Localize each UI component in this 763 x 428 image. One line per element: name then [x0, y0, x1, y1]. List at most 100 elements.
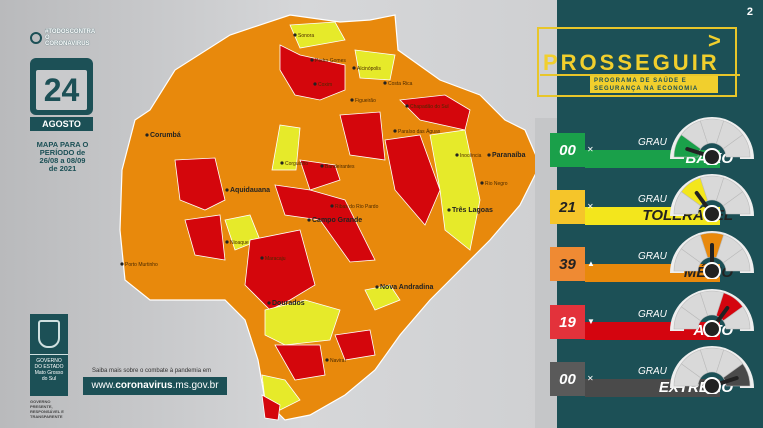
government-motto: GOVERNO PRESENTE, RESPONSÁVEL E TRANSPAR…	[30, 399, 64, 419]
calendar-month: AGOSTO	[30, 117, 93, 131]
region-toleravel	[429, 129, 481, 251]
page-number: 2	[746, 6, 753, 18]
gov-line: Mato Grosso	[34, 370, 64, 376]
city-label: Bandeirantes	[325, 164, 355, 170]
city-label: Sonora	[298, 33, 314, 39]
city-label: Maracaju	[265, 256, 286, 262]
region-alto	[299, 159, 341, 191]
motto-line: TRANSPARENTE	[30, 414, 63, 419]
grau-label: GRAU	[638, 194, 667, 205]
calendar-day: 24	[43, 72, 80, 108]
city-label: Nova Andradina	[380, 284, 434, 291]
program-logo	[537, 27, 737, 97]
gov-line: do Sul	[41, 376, 57, 382]
city-label: Pedro Gomes	[315, 58, 346, 64]
campaign-hashtag: #TODOSCONTRA O CORONAVIRUS	[45, 29, 96, 47]
city-dot	[307, 218, 311, 222]
city-dot	[325, 358, 329, 362]
map-panel: Corumbá Aquidauana Três Lagoas Paranaíba…	[30, 14, 541, 421]
city-dot	[447, 208, 451, 212]
trend-stable-icon: ✕	[587, 202, 594, 211]
region-alto	[261, 394, 281, 421]
city-label: Figueirão	[355, 98, 376, 104]
grau-label: GRAU	[638, 251, 667, 262]
website-link[interactable]: www.coronavirus.ms.gov.br	[83, 377, 227, 395]
city-dot	[260, 256, 264, 260]
region-alto	[274, 344, 326, 381]
level-count-badge: 00	[550, 362, 585, 396]
grau-label: GRAU	[638, 137, 667, 148]
no-virus-icon	[30, 32, 42, 44]
city-label: Aquidauana	[230, 187, 270, 194]
city-label: Chapadão do Sul	[410, 104, 449, 110]
program-subtitle: PROGRAMA DE SAÚDE E SEGURANÇA NA ECONOMIA	[590, 76, 718, 93]
region-alto	[244, 229, 316, 311]
campaign-logo: #TODOSCONTRA O CORONAVIRUS	[30, 29, 96, 47]
motto-line: PRESENTE,	[30, 404, 53, 409]
city-dot	[310, 58, 314, 62]
city-label: Porto Murtinho	[125, 262, 158, 268]
region-toleravel	[354, 49, 396, 81]
city-label: Corguinho	[285, 161, 308, 167]
map-regions	[119, 14, 541, 421]
gauge-icon	[670, 231, 754, 279]
divider	[540, 74, 740, 76]
gauge-icon	[670, 174, 754, 222]
city-dot	[487, 153, 491, 157]
level-count-badge: 39	[550, 247, 585, 281]
level-row-3: 19 ▼ GRAU ALTO	[550, 289, 763, 345]
gauge-segment	[722, 191, 751, 215]
city-label: Nioaque	[230, 240, 249, 246]
info-text: Saiba mais sobre o combate à pandemia em	[92, 368, 212, 374]
city-dot	[383, 81, 387, 85]
gauge-segment	[722, 306, 751, 330]
chevron-right-icon: >	[708, 28, 721, 53]
city-label: Costa Rica	[388, 81, 413, 87]
gauge-segment	[722, 248, 751, 272]
period-line: MAPA PARA O	[36, 140, 89, 149]
period-line: PERÍODO de	[39, 148, 86, 157]
city-markers	[120, 33, 491, 362]
gauge-icon	[670, 117, 754, 165]
level-row-1: 21 ✕ GRAU TOLERÁVEL	[550, 174, 763, 230]
region-alto	[174, 157, 226, 211]
region-alto	[334, 329, 376, 361]
region-alto	[279, 44, 346, 101]
state-map: Corumbá Aquidauana Três Lagoas Paranaíba…	[119, 14, 541, 421]
city-label: Dourados	[272, 300, 305, 307]
city-label: Paranaíba	[492, 152, 526, 159]
city-label: Rio Negro	[485, 181, 508, 187]
city-label: Paraíso das Águas	[398, 128, 441, 135]
region-alto	[399, 94, 471, 131]
gov-line: GOVERNO	[36, 358, 62, 364]
url-part: www.	[91, 380, 116, 391]
url-part: .ms.gov.br	[172, 380, 219, 391]
subtitle-line: PROGRAMA DE SAÚDE E	[594, 78, 687, 84]
coat-of-arms-icon	[38, 320, 60, 348]
city-dot	[120, 262, 124, 266]
city-label: Campo Grande	[312, 217, 362, 224]
motto-line: GOVERNO	[30, 399, 51, 404]
region-alto	[184, 214, 226, 261]
city-label: Corumbá	[150, 132, 181, 139]
trend-down-icon: ▼	[587, 317, 595, 326]
city-label: Naviraí	[330, 358, 346, 364]
city-label: Inocência	[460, 153, 482, 159]
city-dot	[405, 104, 409, 108]
city-label: Alcinópolis	[357, 66, 381, 72]
level-row-4: 00 ✕ GRAU EXTREMO	[550, 346, 763, 402]
city-dot	[280, 161, 284, 165]
gauge-segment	[722, 134, 751, 158]
region-alto	[339, 111, 386, 161]
city-dot	[330, 204, 334, 208]
motto-line: RESPONSÁVEL E	[30, 409, 64, 414]
level-count-badge: 00	[550, 133, 585, 167]
city-dot	[352, 66, 356, 70]
city-dot	[225, 188, 229, 192]
city-dot	[225, 240, 229, 244]
calendar-icon: 24	[30, 58, 93, 115]
region-alto	[274, 184, 376, 263]
trend-stable-icon: ✕	[587, 374, 594, 383]
subtitle-line: SEGURANÇA NA ECONOMIA	[594, 86, 699, 92]
gauge-icon	[670, 289, 754, 337]
